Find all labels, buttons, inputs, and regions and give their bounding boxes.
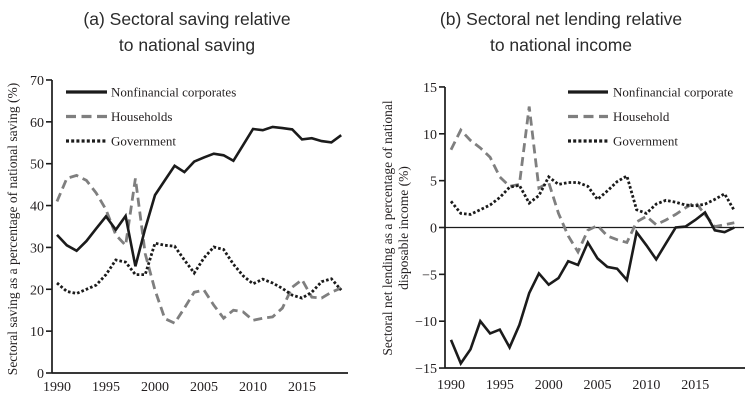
x-tick-label: 2015 — [288, 380, 316, 395]
y-tick-label: 0 — [430, 222, 437, 237]
y-tick-label: 20 — [30, 283, 44, 298]
series-government-line — [56, 241, 343, 300]
series-government-line — [449, 173, 736, 216]
legend-nonfinancial-corporates-label: Nonfinancial corporates — [111, 85, 236, 100]
legend-government-label: Government — [111, 134, 176, 149]
panel-b-svg: −15 −10 −5 0 5 10 15 1990 1995 2000 2005 2010 2015 No… — [415, 81, 745, 393]
legend: Nonfinancial corporates Households Governm… — [66, 85, 236, 149]
legend-item-nonfinancial-corporate: Nonfinancial corporate — [568, 85, 733, 100]
y-tick-label: 0 — [37, 367, 44, 382]
legend-item-government: Government — [66, 134, 176, 149]
x-tick-label: 1990 — [437, 378, 465, 393]
y-tick-label: 5 — [430, 175, 437, 190]
y-tick-label: 40 — [30, 200, 44, 215]
legend-item-government: Government — [568, 134, 678, 149]
legend-nonfinancial-corporate-label: Nonfinancial corporate — [613, 85, 733, 100]
x-tick-label: 2010 — [239, 380, 267, 395]
y-tick-label: 50 — [30, 158, 44, 173]
x-tick-label: 2000 — [141, 380, 169, 395]
x-tick-label: 2005 — [584, 378, 612, 393]
legend-item-household: Household — [568, 109, 670, 124]
x-tick-label: 2010 — [632, 378, 660, 393]
y-tick-label: 10 — [30, 325, 44, 340]
panel-a: (a) Sectoral saving relative to national… — [5, 9, 348, 395]
series-nonfinancial-corporates-line — [56, 125, 342, 267]
y-tick-label: 60 — [30, 116, 44, 131]
legend-government-label: Government — [613, 134, 678, 149]
y-tick-label: 15 — [423, 81, 437, 96]
panel-a-svg: 0 10 20 30 40 50 60 70 1990 1995 2000 2005 2010 2015 N… — [30, 74, 348, 395]
panel-a-title: (a) Sectoral saving relative to national… — [83, 9, 291, 56]
panel-b: (b) Sectoral net lending relative to nat… — [374, 0, 748, 400]
legend-household-label: Household — [613, 109, 670, 124]
legend-item-nonfinancial-corporates: Nonfinancial corporates — [66, 85, 236, 100]
panel-b-chart: −15 −10 −5 0 5 10 15 1990 1995 2000 2005 2010 2015 No… — [374, 0, 748, 400]
x-tick-label: 1990 — [43, 380, 71, 395]
legend-households-label: Households — [111, 109, 172, 124]
y-tick-label: −10 — [415, 315, 437, 330]
x-tick-label: 1995 — [486, 378, 514, 393]
panel-b-title: (b) Sectoral net lending relative to nat… — [439, 9, 683, 56]
y-tick-label: −5 — [422, 268, 437, 283]
x-tick-label: 2015 — [681, 378, 709, 393]
x-tick-label: 2005 — [190, 380, 218, 395]
y-tick-label: 10 — [423, 128, 437, 143]
legend: Nonfinancial corporate Household Governmen… — [568, 85, 733, 149]
x-tick-label: 2000 — [535, 378, 563, 393]
y-tick-label: 30 — [30, 241, 44, 256]
legend-item-households: Households — [66, 109, 172, 124]
axes: 0 10 20 30 40 50 60 70 1990 1995 2000 2005 2010 2015 — [30, 74, 348, 395]
x-tick-label: 1995 — [92, 380, 120, 395]
y-tick-label: 70 — [30, 74, 44, 89]
series-household-line — [449, 106, 735, 255]
axes: −15 −10 −5 0 5 10 15 1990 1995 2000 2005 2010 2015 — [415, 81, 745, 393]
y-tick-label: −15 — [415, 362, 437, 377]
series-nonfinancial-corporate-line — [449, 210, 735, 367]
panel-a-chart: 0 10 20 30 40 50 60 70 1990 1995 2000 2005 2010 2015 N… — [30, 74, 348, 395]
series-households-line — [55, 173, 342, 325]
